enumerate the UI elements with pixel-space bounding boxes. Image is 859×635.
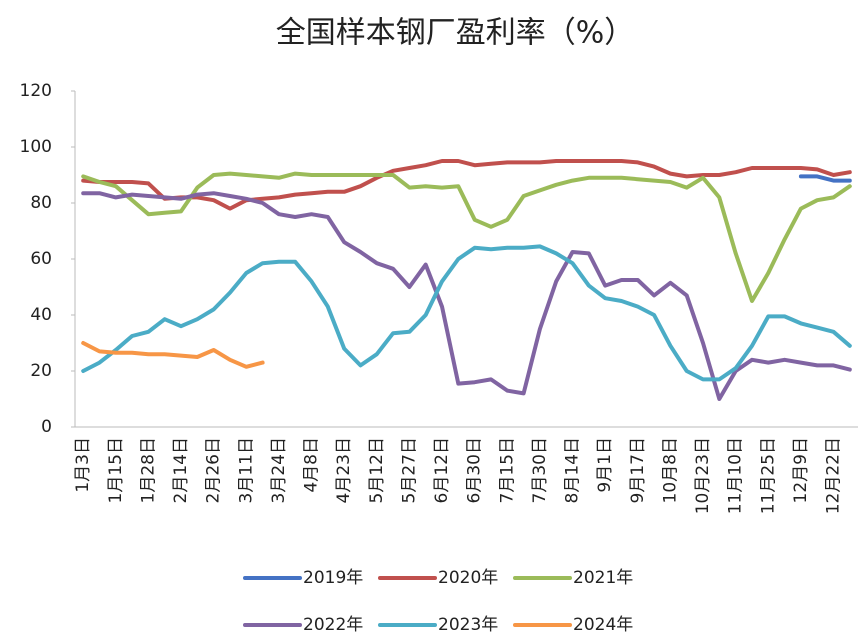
- legend-label: 2019年: [303, 568, 363, 588]
- x-tick-label: 10月8日: [660, 437, 680, 503]
- x-tick-label: 6月12日: [432, 437, 452, 503]
- x-tick-label: 4月8日: [302, 437, 322, 493]
- series-line: [81, 341, 265, 369]
- chart-title: 全国样本钢厂盈利率（%）: [276, 16, 635, 51]
- y-tick-label: 100: [20, 137, 52, 157]
- x-tick-label: 7月30日: [530, 437, 550, 503]
- x-tick-label: 1月3日: [73, 437, 93, 493]
- y-tick-label: 60: [30, 249, 52, 269]
- x-tick-label: 3月11日: [236, 437, 256, 503]
- legend-label: 2024年: [573, 615, 633, 635]
- series-line: [81, 159, 852, 211]
- x-tick-label: 11月25日: [758, 437, 778, 514]
- y-tick-label: 120: [20, 81, 52, 101]
- x-tick-label: 3月24日: [269, 437, 289, 503]
- x-tick-label: 4月23日: [334, 437, 354, 503]
- x-tick-label: 7月15日: [497, 437, 517, 503]
- series-line: [81, 171, 852, 303]
- y-tick-label: 80: [30, 193, 52, 213]
- x-tick-label: 2月26日: [204, 437, 224, 503]
- y-tick-label: 20: [30, 361, 52, 381]
- x-tick-label: 12月22日: [824, 437, 844, 514]
- x-tick-label: 1月28日: [138, 437, 158, 503]
- x-tick-label: 11月10日: [726, 437, 746, 514]
- legend-label: 2022年: [303, 615, 363, 635]
- series-line: [81, 191, 852, 401]
- x-tick-label: 9月17日: [628, 437, 648, 503]
- x-tick-label: 9月1日: [595, 437, 615, 493]
- series-line: [81, 244, 852, 382]
- series-line: [798, 174, 852, 183]
- x-tick-label: 8月14日: [563, 437, 583, 503]
- x-tick-label: 1月15日: [106, 437, 126, 503]
- x-tick-label: 5月27日: [399, 437, 419, 503]
- x-tick-label: 2月14日: [171, 437, 191, 503]
- legend-label: 2023年: [438, 615, 498, 635]
- y-tick-label: 40: [30, 305, 52, 325]
- x-tick-label: 10月23日: [693, 437, 713, 514]
- legend-label: 2021年: [573, 568, 633, 588]
- legend-label: 2020年: [438, 568, 498, 588]
- x-tick-label: 6月30日: [465, 437, 485, 503]
- y-tick-label: 0: [41, 417, 52, 437]
- x-tick-label: 5月12日: [367, 437, 387, 503]
- x-tick-label: 12月9日: [791, 437, 811, 503]
